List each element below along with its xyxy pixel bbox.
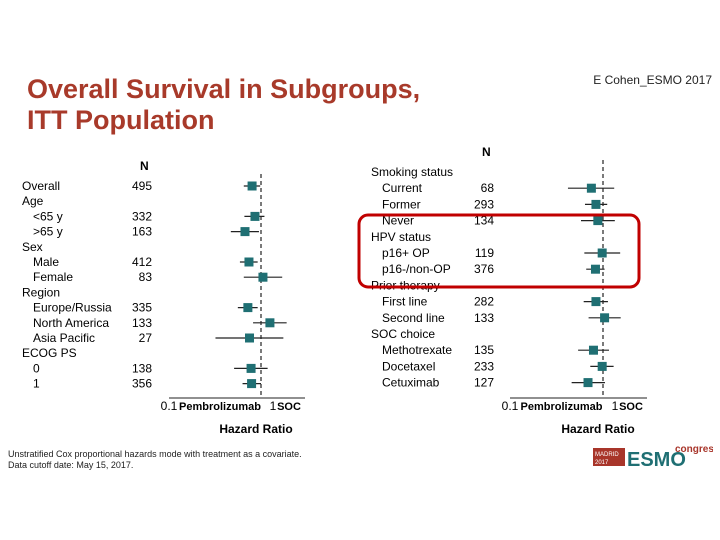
- row-n: 133: [132, 316, 152, 330]
- row-n: 293: [474, 197, 494, 211]
- row-label: Age: [22, 194, 44, 208]
- row-label: p16+ OP: [382, 246, 430, 260]
- hr-marker: [243, 303, 253, 313]
- row-n: 335: [132, 301, 152, 315]
- row-label: HPV status: [371, 230, 431, 244]
- hr-marker: [247, 379, 257, 389]
- hr-marker: [247, 181, 257, 191]
- logo-year: 2017: [595, 460, 609, 466]
- tick-label: 0.1: [161, 399, 178, 413]
- n-column-header: N: [140, 159, 149, 173]
- hr-marker: [586, 183, 596, 193]
- hr-marker: [600, 313, 610, 323]
- slide-title-line1: Overall Survival in Subgroups,: [27, 74, 421, 104]
- hr-marker: [258, 272, 268, 282]
- row-label: Overall: [22, 179, 60, 193]
- footnote-line2: Data cutoff date: May 15, 2017.: [8, 460, 134, 470]
- row-label: Cetuximab: [382, 376, 440, 390]
- slide-credit: E Cohen_ESMO 2017: [593, 73, 712, 87]
- row-label: Europe/Russia: [33, 301, 112, 315]
- row-label: 0: [33, 361, 40, 375]
- row-label: Asia Pacific: [33, 331, 95, 345]
- row-label: Sex: [22, 240, 43, 254]
- row-n: 356: [132, 377, 152, 391]
- row-label: Prior therapy: [371, 278, 440, 292]
- logo-congress: congress: [675, 444, 713, 455]
- row-n: 134: [474, 214, 494, 228]
- x-axis-title: Hazard Ratio: [561, 422, 634, 436]
- row-label: >65 y: [33, 225, 63, 239]
- row-label: First line: [382, 295, 428, 309]
- footnote: Unstratified Cox proportional hazards mo…: [8, 449, 302, 471]
- slide-title-line2: ITT Population: [27, 105, 215, 135]
- row-n: 83: [139, 270, 153, 284]
- row-label: p16-/non-OP: [382, 262, 451, 276]
- row-label: <65 y: [33, 209, 63, 223]
- logo-red-box: [593, 448, 625, 466]
- row-n: 133: [474, 311, 494, 325]
- row-n: 127: [474, 376, 494, 390]
- row-n: 27: [139, 331, 153, 345]
- tick-label: 1: [612, 399, 619, 413]
- hr-marker: [240, 227, 250, 237]
- hr-marker: [591, 199, 601, 209]
- hr-marker: [593, 216, 603, 226]
- row-n: 376: [474, 262, 494, 276]
- x-axis-title: Hazard Ratio: [219, 422, 292, 436]
- tick-label: 1: [270, 399, 277, 413]
- hr-marker: [588, 345, 598, 355]
- hr-marker: [597, 361, 607, 371]
- row-label: Former: [382, 197, 421, 211]
- highlight-box: [357, 213, 641, 289]
- hr-marker: [245, 333, 255, 343]
- tick-label: 0.1: [502, 399, 519, 413]
- slide-title: Overall Survival in Subgroups, ITT Popul…: [27, 74, 420, 136]
- logo-esmo: ESMO: [627, 449, 686, 468]
- row-label: Methotrexate: [382, 343, 452, 357]
- row-label: Smoking status: [371, 165, 453, 179]
- row-n: 138: [132, 361, 152, 375]
- row-label: Current: [382, 181, 423, 195]
- n-column-header: N: [482, 145, 491, 159]
- row-label: 1: [33, 377, 40, 391]
- tick-label: Pembrolizumab: [521, 401, 603, 413]
- hr-marker: [244, 257, 254, 267]
- row-label: ECOG PS: [22, 346, 77, 360]
- hr-marker: [590, 264, 600, 274]
- hr-marker: [597, 248, 607, 258]
- row-label: Male: [33, 255, 59, 269]
- row-n: 119: [475, 246, 494, 260]
- hr-marker: [246, 363, 256, 373]
- row-n: 163: [132, 225, 152, 239]
- footnote-line1: Unstratified Cox proportional hazards mo…: [8, 449, 302, 459]
- row-label: Never: [382, 214, 414, 228]
- row-label: Second line: [382, 311, 445, 325]
- hr-marker: [265, 318, 275, 328]
- row-n: 135: [474, 343, 494, 357]
- esmo-congress-logo: MADRID 2017 ESMO congress: [593, 444, 713, 468]
- tick-label: SOC: [619, 401, 643, 413]
- row-n: 233: [474, 359, 494, 373]
- hr-marker: [250, 211, 260, 221]
- tick-label: Pembrolizumab: [179, 401, 261, 413]
- hr-marker: [591, 297, 601, 307]
- row-label: SOC choice: [371, 327, 435, 341]
- row-label: North America: [33, 316, 109, 330]
- logo-madrid: MADRID: [595, 452, 619, 458]
- row-label: Female: [33, 270, 73, 284]
- row-n: 412: [132, 255, 152, 269]
- row-n: 495: [132, 179, 152, 193]
- row-label: Docetaxel: [382, 359, 435, 373]
- row-label: Region: [22, 285, 60, 299]
- tick-label: SOC: [277, 401, 301, 413]
- row-n: 68: [481, 181, 495, 195]
- row-n: 332: [132, 209, 152, 223]
- row-n: 282: [474, 295, 494, 309]
- hr-marker: [583, 378, 593, 388]
